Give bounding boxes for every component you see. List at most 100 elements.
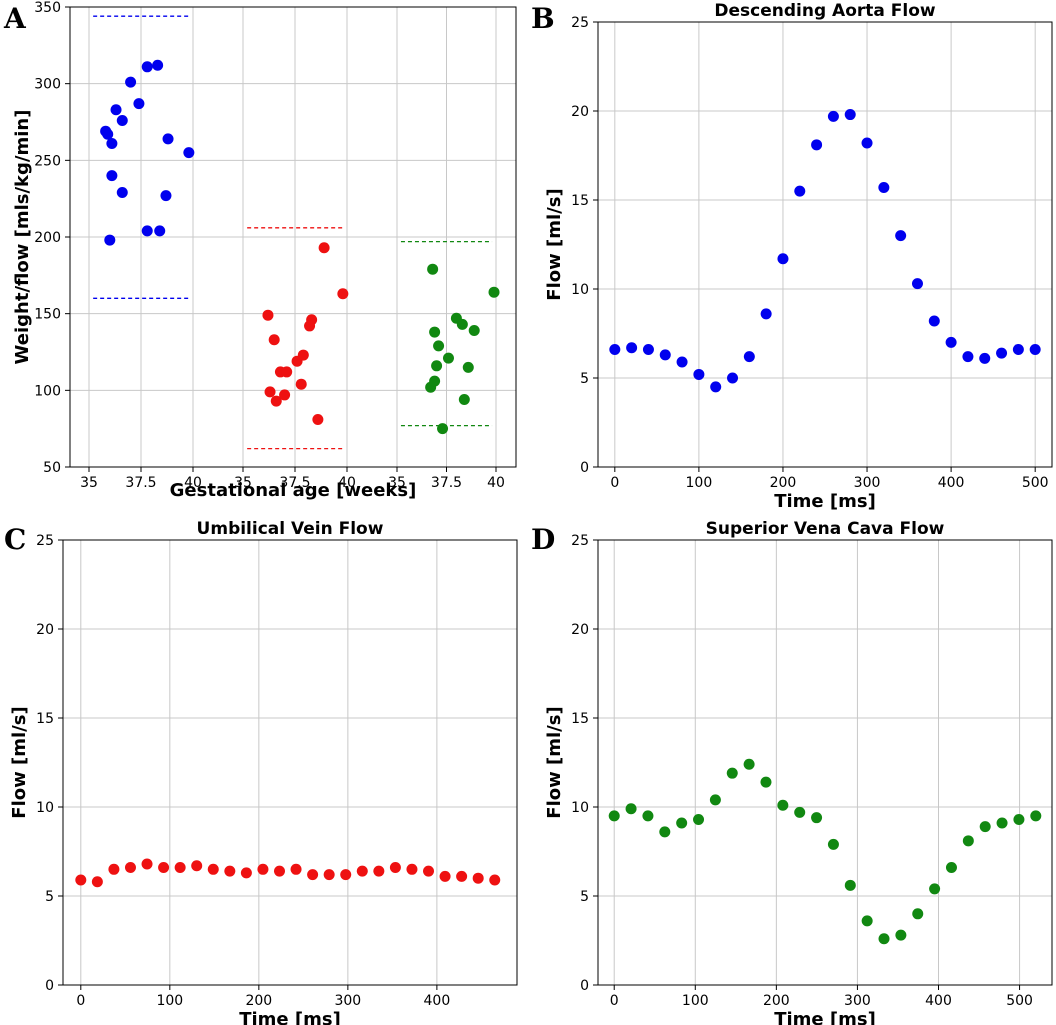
data-point bbox=[676, 817, 688, 829]
data-point bbox=[356, 865, 368, 877]
data-point bbox=[979, 352, 991, 364]
data-point bbox=[472, 872, 484, 884]
data-point bbox=[929, 883, 941, 895]
data-point bbox=[1013, 813, 1025, 825]
y-tick-label: 25 bbox=[571, 533, 589, 549]
plot-frame bbox=[597, 539, 1053, 986]
data-point bbox=[743, 351, 755, 363]
y-tick-label: 100 bbox=[34, 383, 61, 399]
data-point bbox=[373, 865, 385, 877]
y-tick-label: 0 bbox=[580, 978, 589, 994]
data-point bbox=[433, 340, 445, 352]
y-axis-label: Flow [ml/s] bbox=[544, 188, 565, 300]
data-point bbox=[337, 288, 349, 300]
data-point bbox=[124, 862, 136, 874]
y-axis-label: Weight/flow [mls/kg/min] bbox=[12, 110, 33, 365]
data-point bbox=[340, 869, 352, 881]
x-tick-label: 200 bbox=[770, 475, 797, 491]
data-point bbox=[183, 147, 195, 159]
data-point bbox=[726, 767, 738, 779]
data-point bbox=[141, 61, 153, 73]
data-point bbox=[75, 874, 87, 886]
data-point bbox=[191, 860, 203, 872]
data-point bbox=[268, 334, 280, 346]
data-point bbox=[659, 349, 671, 361]
data-point bbox=[431, 360, 443, 372]
data-point bbox=[642, 810, 654, 822]
data-point bbox=[110, 104, 122, 116]
x-tick-label: 40 bbox=[487, 475, 505, 491]
data-point bbox=[777, 799, 789, 811]
data-point bbox=[160, 190, 172, 202]
y-tick-label: 0 bbox=[580, 460, 589, 476]
x-tick-label: 100 bbox=[682, 993, 709, 1009]
data-point bbox=[106, 170, 118, 182]
x-tick-label: 300 bbox=[854, 475, 881, 491]
data-point bbox=[174, 862, 186, 874]
x-tick-label: 0 bbox=[610, 475, 619, 491]
data-point bbox=[608, 810, 620, 822]
data-point bbox=[727, 372, 739, 384]
plot-frame bbox=[62, 539, 518, 986]
data-point bbox=[962, 351, 974, 363]
data-point bbox=[659, 826, 671, 838]
data-point bbox=[489, 874, 501, 886]
data-point bbox=[709, 794, 721, 806]
data-point bbox=[928, 315, 940, 327]
y-tick-label: 15 bbox=[571, 193, 589, 209]
data-point bbox=[207, 863, 219, 875]
data-point bbox=[996, 817, 1008, 829]
data-point bbox=[1030, 810, 1042, 822]
panel-letter: B bbox=[531, 2, 555, 35]
data-point bbox=[811, 812, 823, 824]
data-point bbox=[911, 278, 923, 290]
plot-frame bbox=[69, 6, 517, 468]
x-tick-label: 400 bbox=[938, 475, 965, 491]
data-point bbox=[760, 776, 772, 788]
data-point bbox=[962, 835, 974, 847]
y-tick-label: 15 bbox=[571, 711, 589, 727]
x-axis-label: Time [ms] bbox=[774, 491, 876, 512]
panel-d: 0 100 200 300 400 500 0 5 10 15 20 25 Superior Vena … bbox=[531, 519, 1053, 1025]
data-point bbox=[116, 114, 128, 126]
data-point bbox=[693, 813, 705, 825]
data-point bbox=[456, 870, 468, 882]
data-point bbox=[676, 356, 688, 368]
data-point bbox=[106, 137, 118, 149]
y-tick-label: 25 bbox=[36, 533, 54, 549]
y-tick-label: 10 bbox=[571, 800, 589, 816]
data-point bbox=[270, 395, 282, 407]
data-point bbox=[996, 347, 1008, 359]
x-tick-label: 37.5 bbox=[431, 475, 462, 491]
data-point bbox=[844, 109, 856, 121]
data-point bbox=[257, 863, 269, 875]
y-tick-label: 50 bbox=[43, 460, 61, 476]
panel-c: 0 100 200 300 400 0 5 10 15 20 25 Umbilical Vein Fl… bbox=[4, 519, 518, 1025]
data-point bbox=[1029, 344, 1041, 356]
x-tick-label: 500 bbox=[1006, 993, 1033, 1009]
y-axis-label: Flow [ml/s] bbox=[544, 706, 565, 818]
data-point bbox=[104, 234, 116, 246]
data-point bbox=[468, 325, 480, 337]
data-point bbox=[979, 821, 991, 833]
data-point bbox=[162, 133, 174, 145]
data-point bbox=[895, 929, 907, 941]
x-tick-label: 0 bbox=[76, 993, 85, 1009]
x-tick-label: 200 bbox=[763, 993, 790, 1009]
data-point bbox=[488, 286, 500, 298]
data-point bbox=[878, 182, 890, 194]
data-point bbox=[437, 423, 449, 435]
data-point bbox=[281, 366, 293, 378]
data-point bbox=[456, 318, 468, 330]
data-point bbox=[794, 806, 806, 818]
data-point bbox=[626, 342, 638, 354]
data-point bbox=[262, 309, 274, 321]
y-tick-label: 25 bbox=[571, 15, 589, 31]
data-point bbox=[794, 185, 806, 197]
y-tick-label: 300 bbox=[34, 77, 61, 93]
x-tick-label: 35 bbox=[388, 475, 406, 491]
y-tick-label: 20 bbox=[571, 622, 589, 638]
data-point bbox=[312, 413, 324, 425]
x-tick-label: 40 bbox=[184, 475, 202, 491]
x-tick-label: 500 bbox=[1022, 475, 1049, 491]
